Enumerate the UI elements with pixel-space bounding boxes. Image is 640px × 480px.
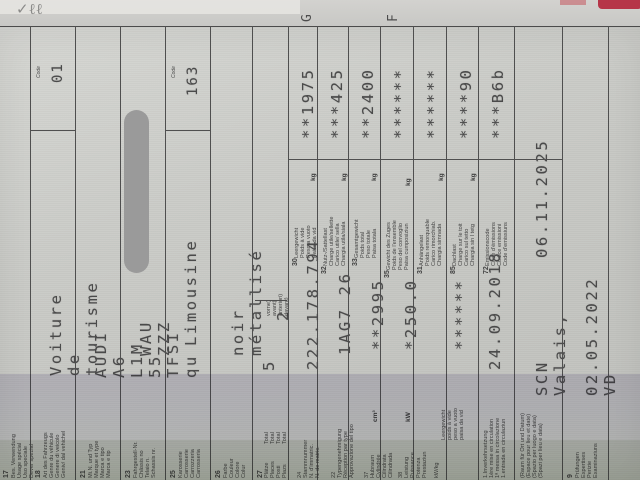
field-25-number: 25: [170, 470, 177, 478]
field-33-number: 33: [352, 258, 359, 266]
field-37-label-rm: Cilindrada: [388, 452, 394, 478]
handwritten-scribble: ✓ℓℓ: [16, 2, 43, 18]
field-35-divider: [381, 159, 414, 161]
field-21-label-rm: Marca e tip: [106, 450, 112, 478]
field-row-27-seats: 5 2 vorne) avant) anteriori) davant) 27 …: [252, 26, 292, 480]
field-37-displacement-value: **2995: [369, 278, 387, 350]
field-31-number: 31: [417, 266, 424, 274]
field-38-unit: kW: [405, 412, 412, 422]
field-18-code-caption: Code: [36, 66, 42, 78]
field-35-number: 35: [384, 270, 391, 278]
field-21-number: 21: [80, 470, 87, 478]
field-row-72: ***B6b 72 Emissionscode Code d'émissions…: [478, 26, 515, 480]
field-17-labels: 17: [3, 470, 10, 478]
field-row-32: ***425 kg 32 Nutz-/Sattellast Charge uti…: [317, 26, 349, 480]
field-9-label-rm: Examinaziuns: [593, 443, 599, 478]
field-35-value: ******: [391, 67, 409, 139]
field-35-unit: kg: [405, 178, 412, 186]
field-9-number: 9: [567, 474, 574, 478]
field-35-label-rm: Paisa cumposiziun: [404, 223, 410, 270]
field-row-85: ****90 kg 85 Dachlast Charge sur le toit…: [446, 26, 479, 480]
field-72-divider: [479, 159, 515, 161]
field-32-value: ***425: [328, 67, 346, 139]
field-85-number: 85: [450, 266, 457, 274]
field-32-label-rm: Chargia utila/siala: [341, 221, 347, 266]
field-23-number: 23: [125, 470, 132, 478]
field-row-18: Code 01 Voiture de tourisme 18 Art des F…: [30, 26, 101, 480]
field-27-seats-total: 5: [260, 359, 278, 371]
field-39-power-weight-value: ******: [452, 278, 470, 350]
field-31-value: ******: [424, 67, 442, 139]
field-39-label-rm: paisa da vid: [459, 410, 465, 440]
column-marker-g: G: [300, 14, 315, 22]
field-26-number: 26: [215, 470, 222, 478]
field-row-place-date: SCN Valais, 06.11.2025 (Raum für Ort und…: [514, 26, 569, 480]
field-row-21: AUDI A6 L1M 55 TFSI qu 21 Mi.N. und Typ …: [75, 26, 200, 480]
field-24-label-it: N. de matric.: [315, 446, 321, 478]
field-23-label-rm: Schassis nr.: [151, 447, 157, 478]
field-row-25: Code 163 Limousine 25 Karosserie Carross…: [165, 26, 211, 480]
field-27-number: 27: [257, 470, 264, 478]
field-row-9-inspections: 02.05.2022 VD 9 Prüfungen Expertises Per…: [562, 26, 619, 480]
field-25-code-caption: Code: [171, 66, 177, 78]
field-22-label-it: Approvazione del tipo: [349, 424, 355, 478]
field-24-stammnummer-value: 222.178.794: [304, 238, 322, 370]
field-18-code-divider: [31, 130, 76, 132]
field-25-label-rm: Carrosseria: [196, 449, 202, 478]
field-32-unit: kg: [341, 173, 348, 181]
field-place-divider: [515, 159, 563, 161]
field-33-divider: [349, 159, 381, 161]
field-22-type-approval-value: 1AG7 26: [336, 271, 354, 355]
red-object-top-right: [598, 0, 640, 9]
redaction-bar-chassis-number: [124, 110, 149, 273]
field-38-label-rm: Prestaziun: [422, 451, 428, 478]
field-row-30: **1975 kg 30 Leergewicht Poids à vide Pe…: [288, 26, 318, 480]
field-row-17: 17 Bes. Verwendung Usage spécial Uso spe…: [0, 26, 35, 480]
field-18-label-rm: Geniv/ dal vehichel: [61, 430, 67, 478]
field-25-code-value: 163: [185, 64, 201, 96]
field-72-value: ***B6b: [489, 67, 507, 139]
field-38-power-value: *250.0: [402, 278, 420, 350]
field-41-label-rm: 1.entrada en circulaziun: [501, 418, 507, 478]
field-25-code-divider: [166, 130, 211, 132]
field-31-label-rm: Chargia simnada: [437, 223, 443, 266]
field-31-divider: [414, 159, 447, 161]
field-row-23: WAU ZZZ 23 Fahrgestell-Nr. Châssis no Te…: [120, 26, 173, 480]
field-33-value: **2400: [359, 67, 377, 139]
field-row-trailing: [608, 26, 640, 480]
field-date-value: 06.11.2025: [533, 138, 551, 258]
field-33-unit: kg: [371, 173, 378, 181]
field-41-first-registration-value: 24.09.2018: [486, 250, 504, 370]
field-85-divider: [447, 159, 479, 161]
field-30-number: 30: [292, 258, 299, 266]
column-marker-f: F: [386, 14, 401, 22]
field-27-seat-divider: [255, 300, 287, 302]
field-37-unit: cm³: [372, 410, 379, 422]
field-row-26: noir métallisé 26 Farbe Couleur Colore C…: [210, 26, 265, 480]
field-85-label-rm: Chargia sin l tetg: [470, 224, 476, 266]
field-row-33: **2400 kg 33 Gesamtgewicht Poids total P…: [348, 26, 381, 480]
field-31-unit: kg: [438, 173, 445, 181]
field-33-label-rm: Paisa totala: [372, 228, 378, 258]
field-39-unit: kW/kg: [434, 462, 440, 478]
field-85-value: ****90: [457, 67, 475, 139]
red-object-secondary: [560, 0, 586, 5]
field-32-divider: [318, 159, 349, 161]
field-row-31: ****** kg 31 Anhängelast Poids remorquab…: [413, 26, 447, 480]
field-30-value: **1975: [299, 67, 317, 139]
field-32-number: 32: [321, 266, 328, 274]
field-30-unit: kg: [310, 173, 317, 181]
scan-top-white-edge: [0, 0, 300, 14]
field-place-label-rm: (Spazi per lieu e data): [538, 423, 544, 478]
field-85-unit: kg: [470, 173, 477, 181]
field-18-code-value: 01: [50, 62, 66, 83]
field-row-35: ****** kg 35 Gewicht des Zuges Poids de …: [380, 26, 414, 480]
field-18-number: 18: [35, 470, 42, 478]
field-25-value: Limousine: [182, 238, 200, 346]
field-30-divider: [289, 159, 318, 161]
field-26-label-rm: Colur: [241, 464, 247, 478]
